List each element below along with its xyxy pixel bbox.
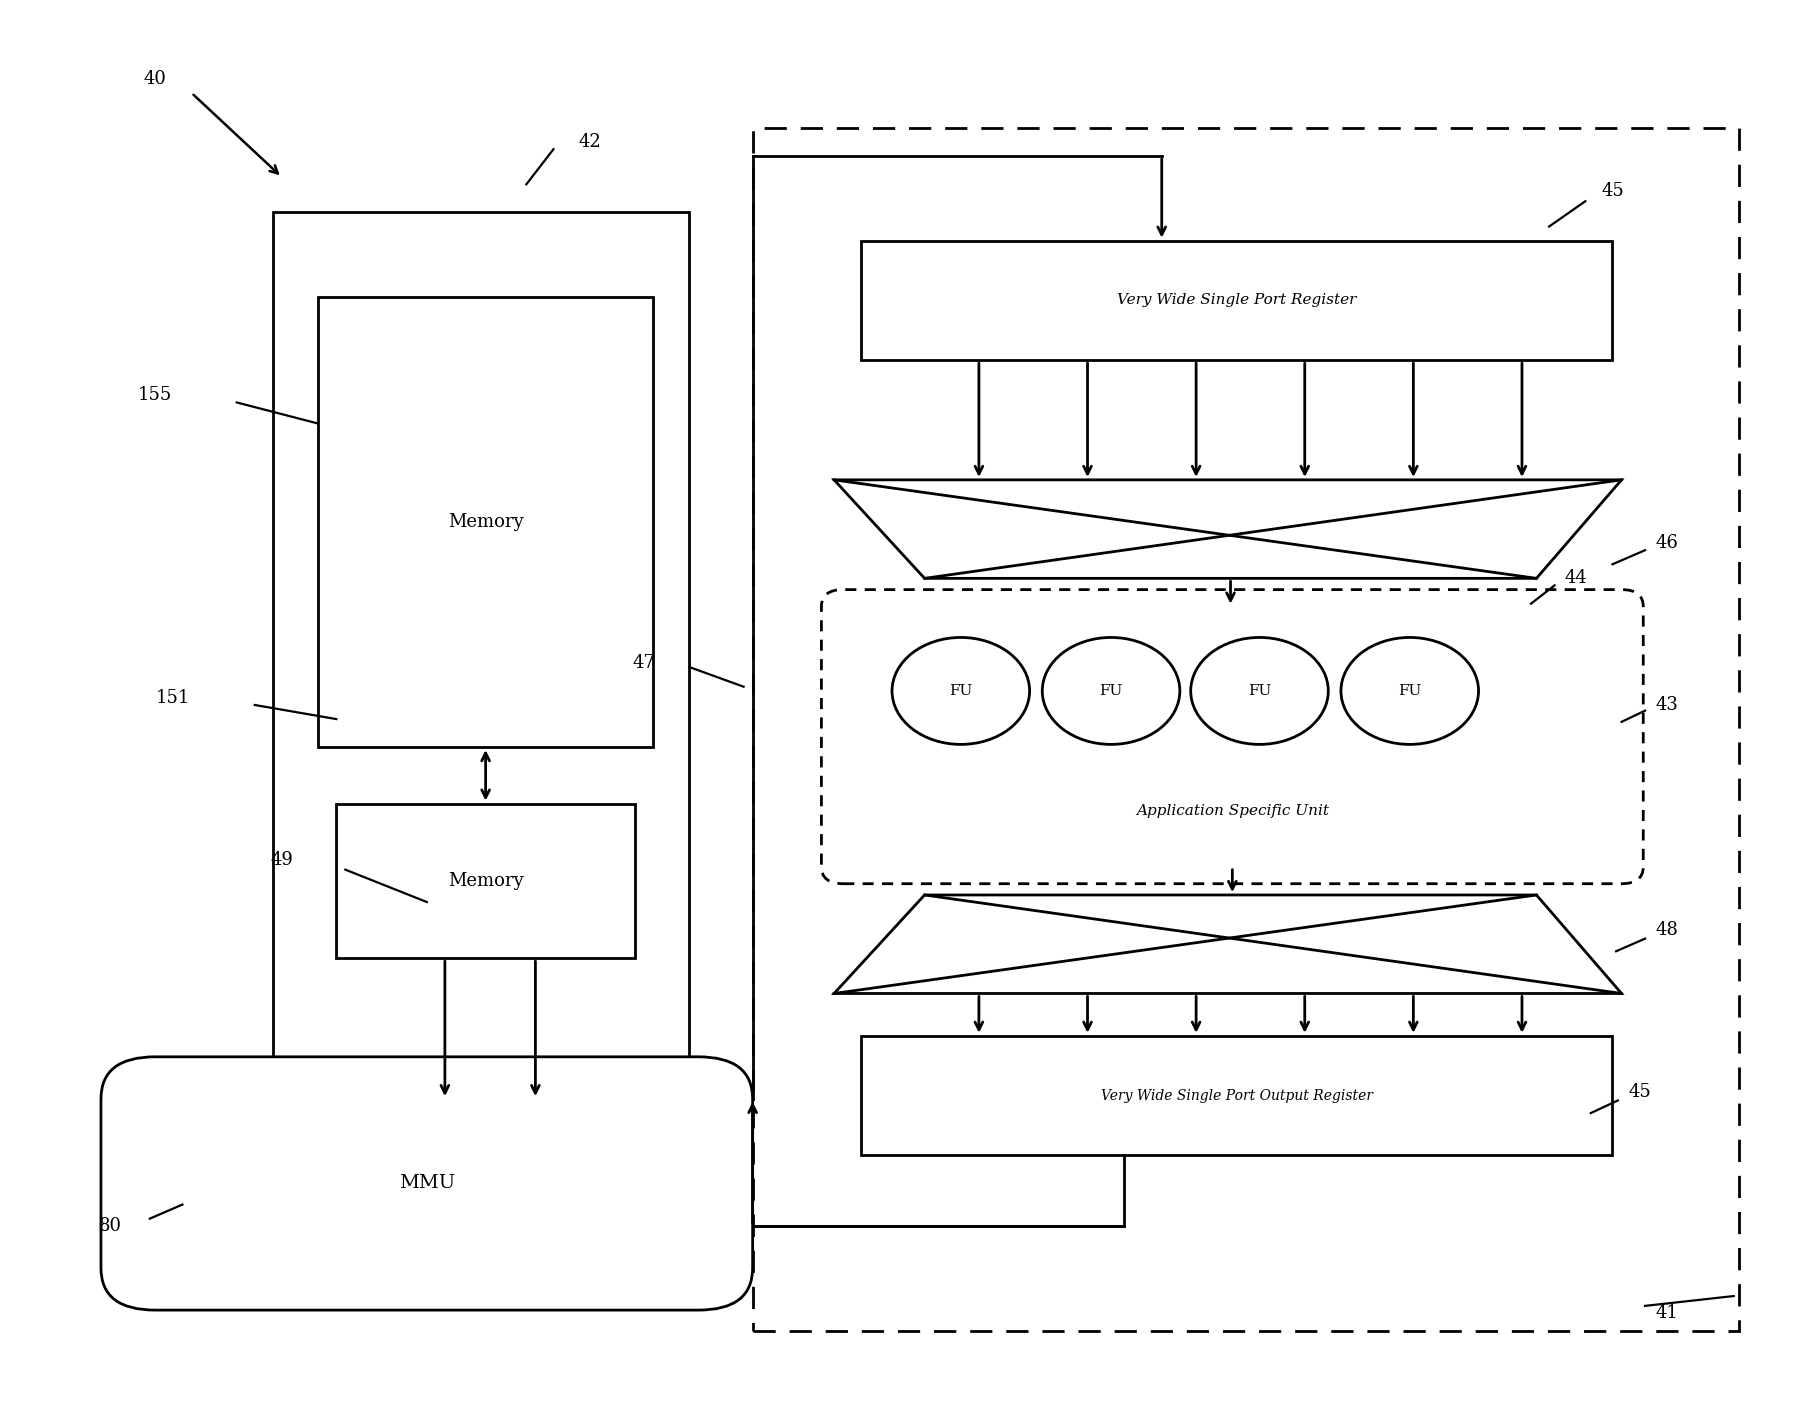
Text: 40: 40 <box>143 69 167 87</box>
Text: FU: FU <box>1099 684 1122 698</box>
Text: 80: 80 <box>98 1217 121 1235</box>
Text: 44: 44 <box>1565 570 1588 588</box>
Text: FU: FU <box>1247 684 1271 698</box>
Text: FU: FU <box>950 684 972 698</box>
Text: 45: 45 <box>1628 1083 1652 1101</box>
Text: Memory: Memory <box>448 513 524 532</box>
FancyBboxPatch shape <box>821 589 1643 884</box>
Text: 151: 151 <box>156 689 190 706</box>
Text: Very Wide Single Port Output Register: Very Wide Single Port Output Register <box>1100 1089 1372 1103</box>
Text: FU: FU <box>1398 684 1421 698</box>
Bar <box>335 804 635 959</box>
Text: Application Specific Unit: Application Specific Unit <box>1135 804 1329 818</box>
Bar <box>274 213 689 1058</box>
FancyBboxPatch shape <box>102 1058 752 1310</box>
Bar <box>317 298 653 747</box>
Text: Very Wide Single Port Register: Very Wide Single Port Register <box>1117 293 1356 307</box>
Text: 41: 41 <box>1655 1304 1679 1323</box>
Bar <box>861 1036 1612 1155</box>
Bar <box>861 241 1612 360</box>
Text: 48: 48 <box>1655 921 1679 939</box>
Text: 43: 43 <box>1655 697 1679 713</box>
Bar <box>752 128 1739 1331</box>
Text: 45: 45 <box>1601 182 1624 200</box>
Text: MMU: MMU <box>399 1175 455 1193</box>
Text: 155: 155 <box>138 386 172 405</box>
Text: Memory: Memory <box>448 871 524 890</box>
Text: 46: 46 <box>1655 534 1679 553</box>
Text: 47: 47 <box>633 654 654 671</box>
Text: 49: 49 <box>270 850 294 869</box>
Text: 42: 42 <box>578 133 602 151</box>
